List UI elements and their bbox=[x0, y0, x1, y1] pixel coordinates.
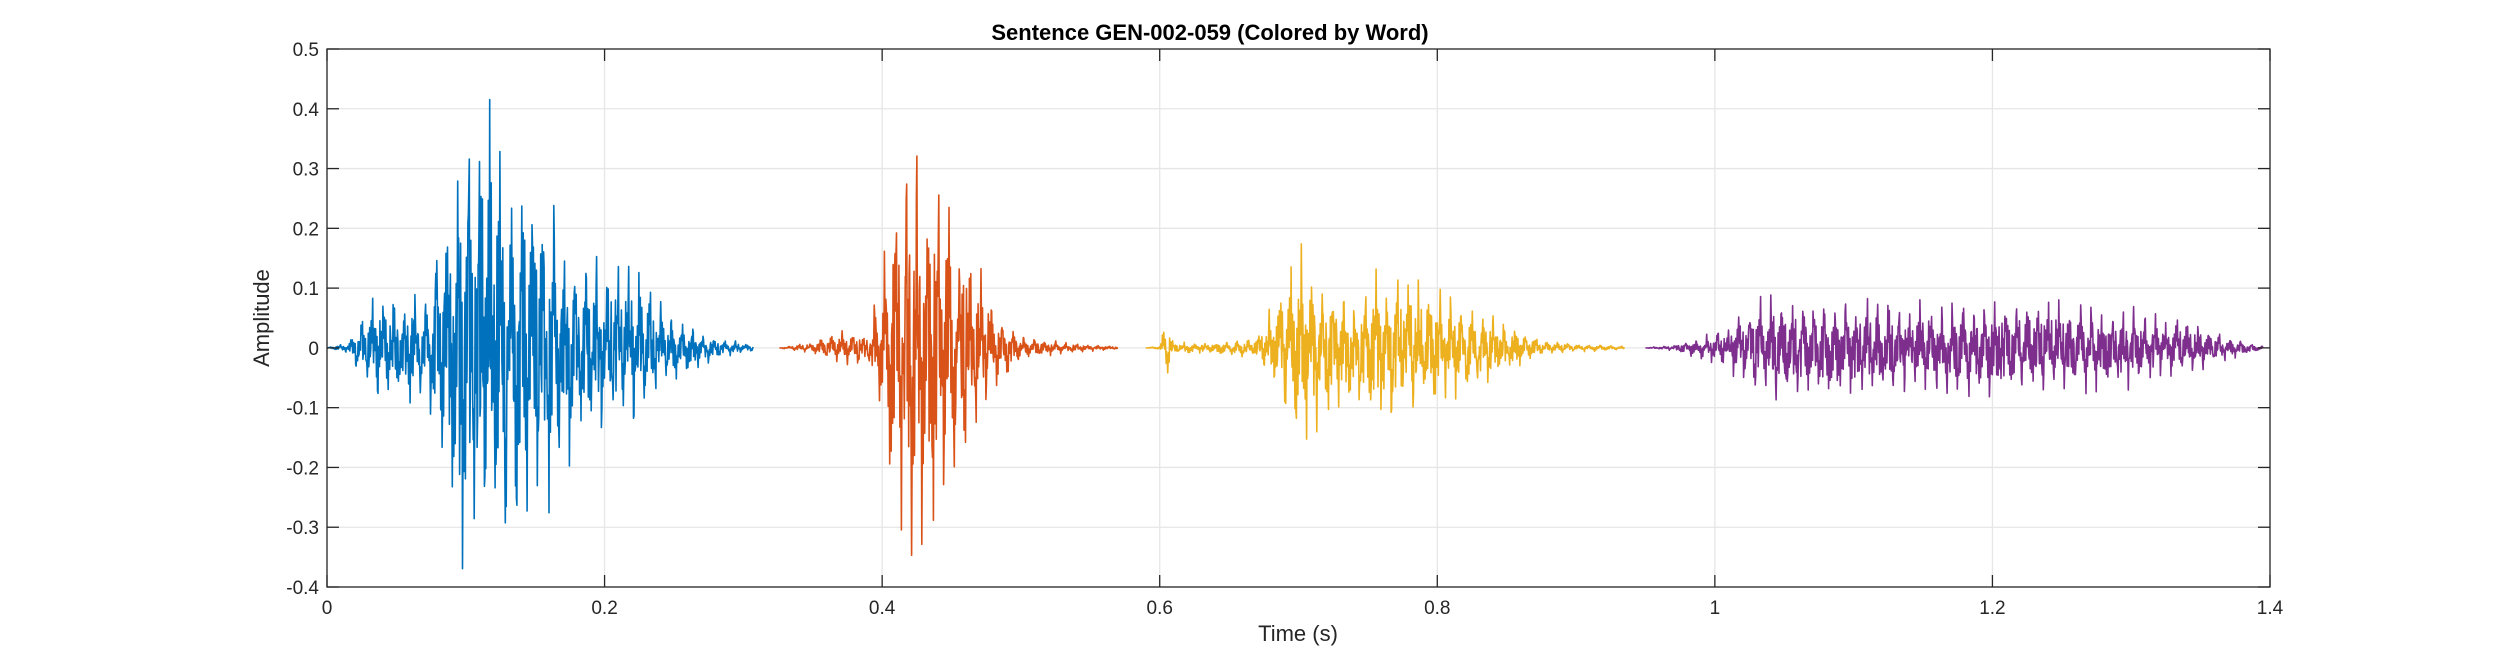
y-axis-label: Amplitude bbox=[249, 269, 274, 367]
y-tick-label: -0.1 bbox=[286, 399, 319, 420]
y-tick-label: -0.2 bbox=[286, 458, 319, 479]
series-4-waveform bbox=[1645, 294, 2264, 401]
y-tick-label: 0.4 bbox=[293, 100, 320, 121]
x-tick-label: 1.4 bbox=[2257, 598, 2284, 619]
axis-ticks: 0 0.2 0.4 0.6 0.8 1 1.2 1.4 -0.4 -0.3 -0.2 -0.1 0 0.1… bbox=[286, 40, 2283, 619]
plot-frame bbox=[326, 48, 2271, 588]
x-axis-label: Time (s) bbox=[1258, 621, 1338, 646]
waveform-series bbox=[326, 98, 2264, 570]
x-tick-label: 0.2 bbox=[591, 598, 617, 619]
y-tick-label: 0.1 bbox=[293, 279, 319, 300]
series-3-waveform bbox=[1145, 243, 1626, 440]
x-tick-label: 1 bbox=[1710, 598, 1721, 619]
series-2-waveform bbox=[779, 155, 1119, 557]
chart-title: Sentence GEN-002-059 (Colored by Word) bbox=[991, 20, 1428, 45]
x-tick-label: 0 bbox=[322, 598, 333, 619]
x-tick-label: 0.4 bbox=[869, 598, 896, 619]
y-tick-label: 0.2 bbox=[293, 219, 319, 240]
y-tick-label: 0 bbox=[308, 339, 319, 360]
x-tick-label: 0.6 bbox=[1147, 598, 1173, 619]
y-tick-label: -0.3 bbox=[286, 518, 319, 539]
x-tick-label: 0.8 bbox=[1424, 598, 1450, 619]
y-tick-label: -0.4 bbox=[286, 578, 319, 599]
x-tick-label: 1.2 bbox=[1979, 598, 2005, 619]
series-1-waveform bbox=[326, 98, 754, 570]
y-tick-label: 0.5 bbox=[293, 40, 319, 61]
y-tick-label: 0.3 bbox=[293, 160, 319, 181]
